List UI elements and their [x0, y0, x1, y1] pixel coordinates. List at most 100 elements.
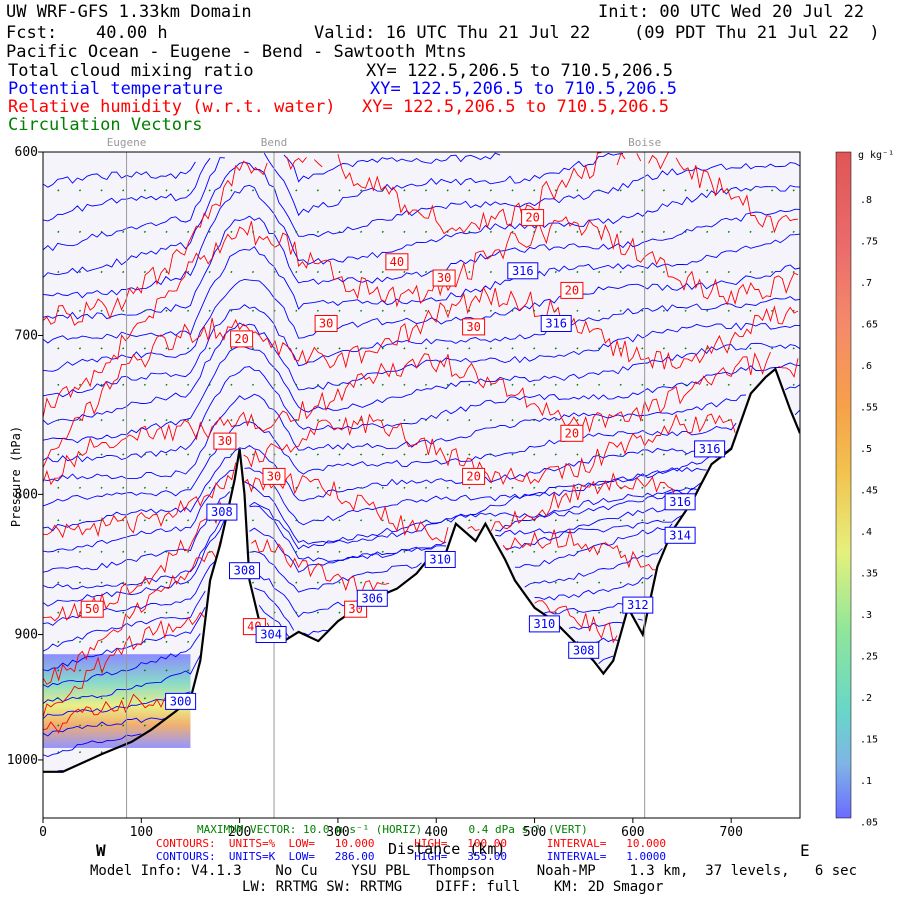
- circulation-vector: [381, 347, 384, 350]
- circulation-vector: [316, 581, 319, 584]
- circulation-vector: [100, 453, 103, 456]
- circulation-vector: [360, 519, 363, 522]
- circulation-vector: [598, 383, 601, 386]
- circulation-vector: [57, 189, 60, 192]
- circulation-vector: [619, 519, 622, 522]
- circulation-vector: [360, 189, 363, 192]
- forecast-hours: 40.00 h: [96, 23, 168, 43]
- theta-contour-line: [43, 384, 800, 482]
- circulation-vector: [684, 230, 687, 233]
- circulation-vector: [100, 724, 103, 727]
- circulation-vector: [641, 309, 644, 312]
- circulation-vector: [381, 270, 384, 274]
- circulation-vector: [576, 270, 579, 274]
- circulation-vector: [57, 611, 60, 614]
- circulation-vector: [295, 519, 298, 522]
- circulation-vector: [122, 611, 125, 614]
- y-tick-label: 1000: [7, 753, 38, 768]
- circulation-vector: [706, 383, 709, 386]
- circulation-vector: [187, 347, 190, 350]
- circulation-vector: [338, 383, 341, 386]
- circulation-vector: [598, 581, 601, 584]
- circulation-vector: [122, 347, 125, 350]
- circulation-vector: [165, 453, 168, 456]
- circulation-vector: [57, 519, 60, 522]
- circulation-vector: [554, 486, 557, 489]
- circulation-vector: [424, 270, 428, 274]
- circulation-vector: [251, 383, 255, 386]
- circulation-vector: [619, 419, 622, 422]
- circulation-vector: [187, 419, 190, 422]
- circulation-vector: [598, 270, 601, 274]
- circulation-vector: [100, 419, 103, 422]
- rh-label-box: [314, 315, 338, 332]
- circulation-vector: [468, 419, 471, 422]
- circulation-vector: [143, 669, 146, 672]
- circulation-vector: [576, 550, 579, 553]
- circulation-vector: [792, 347, 795, 350]
- circulation-vector: [576, 453, 579, 456]
- circulation-vector: [78, 751, 82, 754]
- circulation-vector: [208, 309, 211, 312]
- circulation-vector: [187, 669, 190, 672]
- circulation-vector: [641, 383, 644, 386]
- field-theta-xy: XY= 122.5,206.5 to 710.5,206.5: [370, 79, 678, 99]
- colorbar-label: .25: [860, 652, 878, 663]
- circulation-vector: [122, 486, 125, 489]
- theta-label: 308: [211, 505, 233, 519]
- circulation-vector: [489, 347, 492, 350]
- circulation-vector: [360, 270, 363, 274]
- circulation-vector: [165, 611, 168, 614]
- circulation-vector: [619, 486, 622, 489]
- circulation-vector: [100, 640, 103, 643]
- theta-contour-line: [43, 152, 624, 252]
- circulation-vector: [468, 309, 471, 312]
- theta-label: 306: [361, 591, 383, 605]
- circulation-vector: [619, 270, 622, 274]
- circulation-vector: [489, 453, 492, 456]
- circulation-vector: [554, 383, 557, 386]
- circulation-vector: [403, 419, 406, 422]
- circulation-vector: [489, 519, 492, 522]
- circulation-vector: [727, 419, 730, 422]
- circulation-vector: [78, 581, 82, 584]
- rh-label-box: [385, 253, 409, 271]
- circulation-vector: [338, 486, 341, 489]
- circulation-vector: [446, 383, 449, 386]
- circulation-vector: [57, 550, 60, 553]
- circulation-vector: [208, 419, 211, 422]
- circulation-vector: [446, 189, 449, 192]
- theta-label-box: [664, 526, 696, 544]
- rh-label: 30: [319, 317, 333, 331]
- theta-label: 316: [699, 442, 721, 456]
- circulation-vector: [792, 189, 795, 192]
- colorbar-label: .05: [860, 818, 878, 829]
- circulation-vector: [100, 189, 103, 192]
- circulation-vector: [619, 611, 622, 614]
- model-info: Model Info: V4.1.3 No Cu YSU PBL Thompso…: [90, 863, 858, 879]
- circulation-vector: [122, 453, 125, 456]
- circulation-vector: [122, 519, 125, 522]
- theta-label-box: [694, 440, 726, 458]
- circulation-vector: [57, 724, 60, 727]
- circulation-vector: [554, 581, 557, 584]
- circulation-vector: [641, 486, 644, 489]
- circulation-vector: [57, 230, 60, 233]
- colorbar-label: .15: [860, 735, 878, 746]
- circulation-vector: [468, 486, 471, 489]
- circulation-vector: [100, 270, 103, 274]
- circulation-vector: [187, 309, 190, 312]
- circulation-vector: [143, 611, 146, 614]
- x-tick-label: 600: [621, 825, 644, 840]
- circulation-vector: [576, 383, 579, 386]
- circulation-vector: [208, 486, 211, 489]
- circulation-vector: [187, 189, 190, 192]
- circulation-vector: [641, 453, 644, 456]
- circulation-vector: [641, 270, 644, 274]
- circulation-vector: [295, 581, 298, 584]
- circulation-vector: [187, 550, 190, 553]
- circulation-vector: [165, 519, 168, 522]
- circulation-vector: [208, 550, 211, 553]
- colorbar-label: .4: [860, 527, 872, 538]
- circulation-vector: [662, 347, 665, 350]
